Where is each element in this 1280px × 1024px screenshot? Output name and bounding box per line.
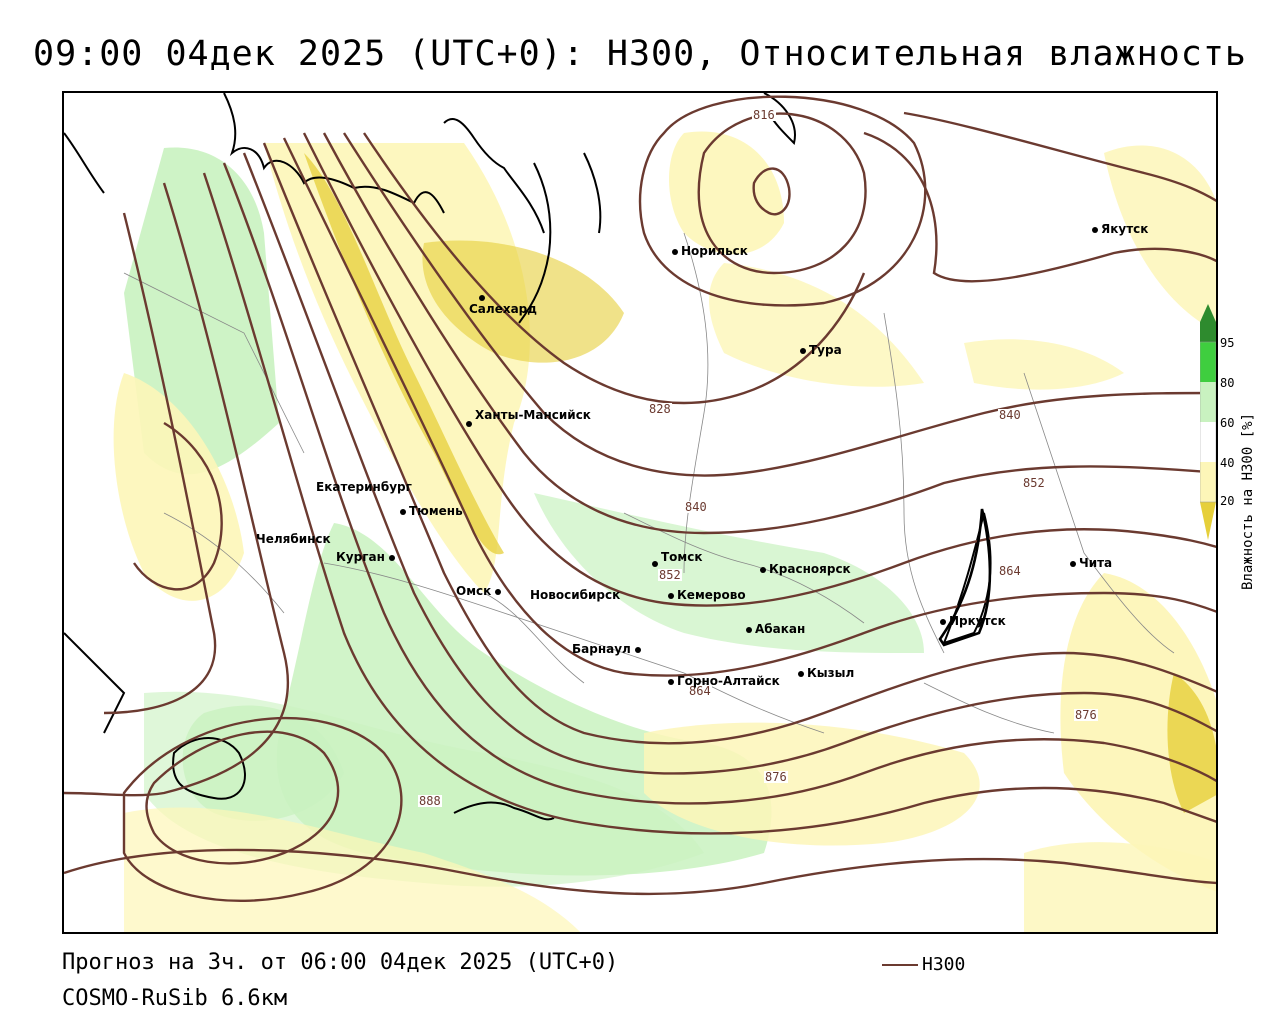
contour-label: 876 bbox=[1074, 708, 1098, 722]
city-kurgan: Курган bbox=[336, 551, 398, 563]
region-borders bbox=[123, 232, 1175, 734]
humidity-colorbar bbox=[1200, 304, 1216, 540]
contour-label: 840 bbox=[684, 500, 708, 514]
city-chita: Чита bbox=[1070, 557, 1112, 569]
city-krasnoyarsk: Красноярск bbox=[760, 563, 851, 575]
city-gorno-altaysk: Горно-Алтайск bbox=[668, 675, 780, 687]
city-barnaul: Барнаул bbox=[572, 643, 644, 655]
colorbar-tick: 60 bbox=[1220, 416, 1235, 430]
map-area[interactable]: 816 828 840 840 852 852 864 864 876 876 … bbox=[62, 91, 1218, 934]
city-yekaterinburg: Екатеринбург bbox=[316, 480, 412, 494]
city-novosibirsk: Новосибирск bbox=[530, 588, 621, 602]
contour-label: 852 bbox=[1022, 476, 1046, 490]
contour-label: 852 bbox=[658, 568, 682, 582]
city-tyumen: Тюмень bbox=[400, 505, 463, 517]
map-canvas bbox=[64, 93, 1216, 932]
contour-label: 864 bbox=[998, 564, 1022, 578]
city-khanty-mansiysk: Ханты-Мансийск bbox=[466, 409, 591, 429]
model-name: COSMO-RuSib 6.6км bbox=[62, 986, 288, 1011]
contour-label: 816 bbox=[752, 108, 776, 122]
contour-label: 888 bbox=[418, 794, 442, 808]
colorbar-tick: 95 bbox=[1220, 336, 1235, 350]
lake-outline bbox=[938, 508, 992, 647]
forecast-info: Прогноз на 3ч. от 06:00 04дек 2025 (UTC+… bbox=[62, 950, 619, 975]
city-irkutsk: Иркутск bbox=[940, 615, 1006, 627]
city-omsk: Омск bbox=[456, 585, 504, 597]
city-yakutsk: Якутск bbox=[1092, 223, 1148, 235]
contour-label: 828 bbox=[648, 402, 672, 416]
city-chelyabinsk: Челябинск bbox=[256, 532, 331, 546]
legend-line-swatch bbox=[882, 964, 918, 966]
city-norilsk: Норильск bbox=[672, 245, 748, 257]
h300-contours bbox=[64, 95, 1216, 903]
colorbar-tick: 20 bbox=[1220, 494, 1235, 508]
map-title: 09:00 04дек 2025 (UTC+0): H300, Относите… bbox=[33, 34, 1247, 74]
city-tura: Тура bbox=[800, 344, 842, 356]
colorbar-label: Влажность на H300 [%] bbox=[1240, 412, 1256, 590]
city-salekhard: Салехард bbox=[469, 291, 537, 315]
city-tomsk: Томск bbox=[652, 551, 703, 569]
contour-legend: H300 bbox=[882, 954, 965, 975]
colorbar-tick: 40 bbox=[1220, 456, 1235, 470]
contour-label: 864 bbox=[688, 684, 712, 698]
contour-label: 840 bbox=[998, 408, 1022, 422]
city-abakan: Абакан bbox=[746, 623, 805, 635]
colorbar-tick: 80 bbox=[1220, 376, 1235, 390]
contour-label: 876 bbox=[764, 770, 788, 784]
city-kyzyl: Кызыл bbox=[798, 667, 854, 679]
city-kemerovo: Кемерово bbox=[668, 589, 746, 601]
